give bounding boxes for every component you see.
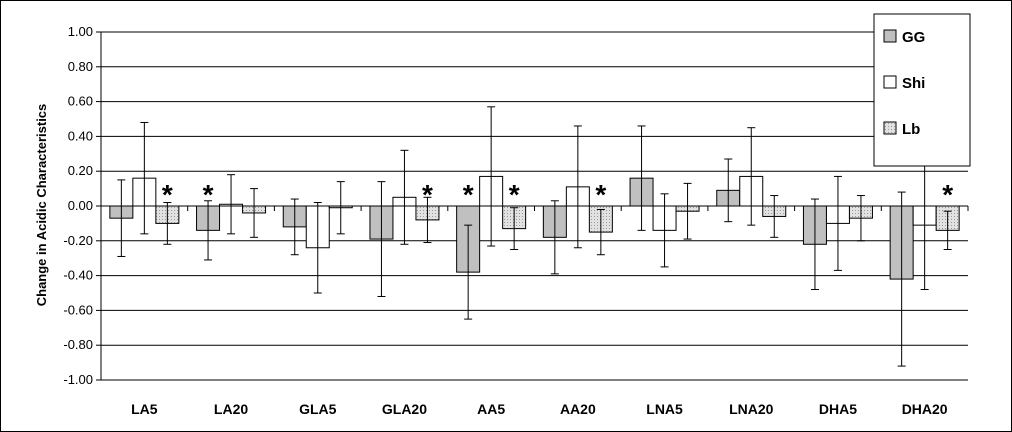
- significance-marker: *: [595, 179, 606, 210]
- y-tick-label: 1.00: [68, 24, 93, 39]
- error-bar-shi-lna5: [660, 193, 669, 268]
- x-category-label: DHA5: [819, 401, 857, 417]
- y-tick-labels: 1.00 0.80 0.60 0.40 0.20 0.00 -0.20 -0.40 -0.60 -…: [63, 24, 93, 387]
- y-tick-label: 0.80: [68, 59, 93, 74]
- legend-label-gg: GG: [902, 29, 925, 46]
- legend-swatch-shi: [883, 75, 897, 89]
- error-bar-lb-la5: [163, 202, 172, 245]
- error-bar-lb-gla20: [423, 196, 432, 244]
- significance-marker: *: [203, 179, 214, 210]
- y-tick-label: 0.40: [68, 128, 93, 143]
- error-bar-gg-gla5: [290, 198, 299, 256]
- x-category-label: AA20: [560, 401, 596, 417]
- legend-label-lb: Lb: [902, 121, 920, 138]
- error-bar-lb-gla5: [336, 181, 345, 235]
- error-bar-lb-aa5: [510, 207, 519, 250]
- error-bars: [117, 106, 952, 367]
- x-category-label: DHA20: [902, 401, 948, 417]
- x-category-label: LA5: [131, 401, 158, 417]
- error-bar-shi-aa5: [487, 106, 496, 247]
- x-category-label: LNA5: [646, 401, 683, 417]
- significance-marker: *: [942, 179, 953, 210]
- y-tick-label: -1.00: [63, 372, 93, 387]
- x-category-label: GLA5: [299, 401, 337, 417]
- axes: [96, 31, 969, 381]
- error-bar-shi-aa20: [573, 125, 582, 249]
- error-bar-lb-dha20: [943, 210, 952, 250]
- significance-markers: * * * * * * *: [162, 179, 953, 210]
- x-category-label: LNA20: [729, 401, 774, 417]
- significance-marker: *: [463, 179, 474, 210]
- x-category-label: AA5: [477, 401, 505, 417]
- error-bar-shi-lna20: [747, 127, 756, 226]
- error-bar-gg-dha5: [810, 198, 819, 291]
- error-bar-gg-aa20: [550, 200, 559, 275]
- error-bar-gg-aa5: [464, 224, 473, 320]
- y-axis-label: Change in Acidic Characteristics: [34, 104, 49, 307]
- error-bar-lb-aa20: [596, 208, 605, 256]
- y-tick-label: 0.60: [68, 94, 93, 109]
- y-tick-label: 0.20: [68, 163, 93, 178]
- legend-label-shi: Shi: [902, 75, 925, 92]
- error-bar-lb-la20: [250, 188, 259, 238]
- y-tick-label: -0.80: [63, 337, 93, 352]
- legend-swatch-lb: [883, 121, 897, 135]
- legend: GG Shi Lb: [873, 13, 971, 167]
- significance-marker: *: [422, 179, 433, 210]
- y-tick-label: -0.60: [63, 302, 93, 317]
- error-bar-gg-la20: [204, 200, 213, 261]
- error-bar-gg-dha20: [897, 191, 906, 367]
- y-tick-label: -0.20: [63, 233, 93, 248]
- error-bar-shi-gla20: [400, 149, 409, 245]
- legend-swatch-gg: [883, 29, 897, 43]
- y-tick-label: -0.40: [63, 268, 93, 283]
- error-bar-lb-dha5: [856, 195, 865, 242]
- error-bar-gg-lna20: [724, 158, 733, 223]
- significance-marker: *: [509, 179, 520, 210]
- bars: [109, 175, 960, 280]
- x-category-labels: LA5 LA20 GLA5 GLA20 AA5 AA20 LNA5 LNA20 DHA5 DHA2…: [131, 401, 948, 417]
- error-bar-shi-la20: [227, 174, 236, 235]
- error-bar-shi-gla5: [313, 202, 322, 294]
- error-bar-shi-dha5: [833, 175, 842, 271]
- y-tick-label: 0.00: [68, 198, 93, 213]
- error-bar-lb-lna5: [683, 182, 692, 240]
- significance-marker: *: [162, 179, 173, 210]
- error-bar-lb-lna20: [770, 195, 779, 238]
- x-category-label: GLA20: [382, 401, 427, 417]
- x-category-label: LA20: [214, 401, 248, 417]
- error-bar-gg-gla20: [377, 181, 386, 297]
- error-bar-gg-la5: [117, 179, 126, 257]
- error-bar-gg-lna5: [637, 125, 646, 231]
- error-bar-shi-la5: [140, 121, 149, 235]
- gridlines: [101, 31, 968, 381]
